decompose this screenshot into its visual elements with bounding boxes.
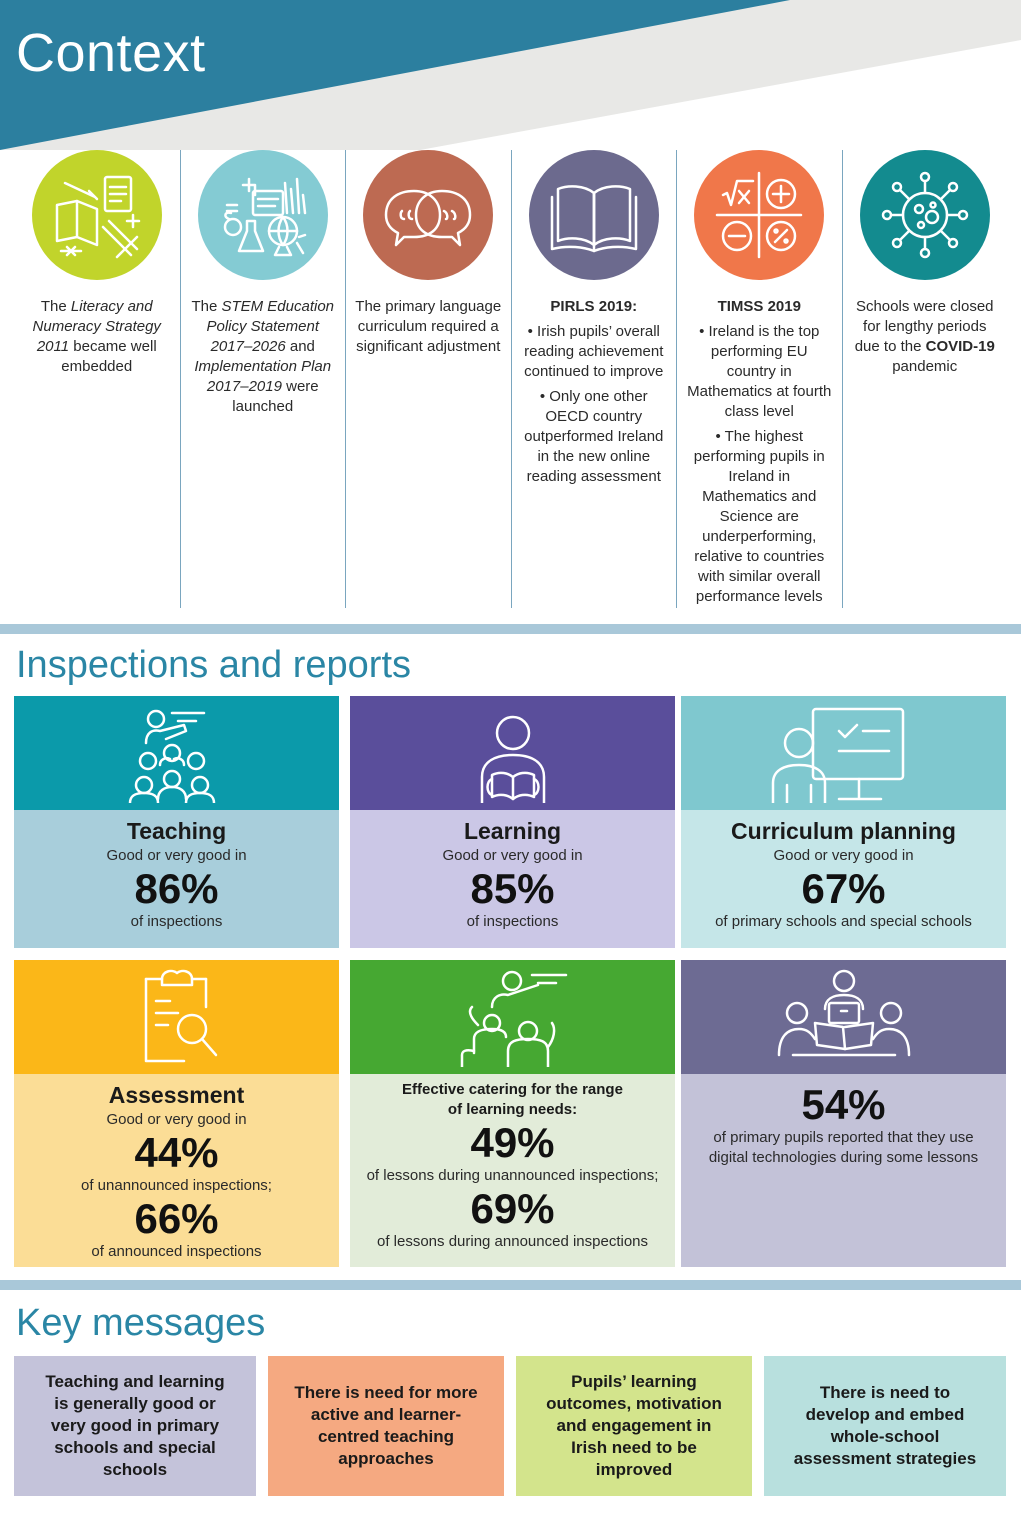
maths-symbols-icon [694,150,825,280]
pirls-heading: PIRLS 2019: [550,298,638,315]
catering-title-line2: of learning needs: [447,1101,578,1118]
learning-card-body: Learning Good or very good in 85% of ins… [350,810,675,932]
teaching-value: 86% [134,865,219,912]
learning-sub: Good or very good in [442,847,583,864]
pirls-bullet: • Only one other OECD country outperform… [524,388,664,485]
key-message-2: There is need for more active and learne… [268,1356,504,1496]
clipboard-magnifier-icon [144,969,217,1063]
context-text: TIMSS 2019 • Ireland is the top performi… [677,297,842,607]
context-covid: Schools were closed for lengthy periods … [841,150,1008,608]
section-divider [0,1280,1021,1290]
catering-card-header [350,960,675,1074]
header-background [0,0,1021,150]
teaching-title: Teaching [126,818,227,844]
context-text: PIRLS 2019: • Irish pupils’ overall read… [512,297,677,487]
classroom-teacher-icon [128,709,215,803]
curriculum-title: Curriculum planning [731,818,956,844]
catering-title-line1: Effective catering for the range [402,1081,623,1098]
stem-science-icon [197,150,328,280]
context-language: The primary language curriculum required… [345,150,511,608]
context-timss: TIMSS 2019 • Ireland is the top performi… [676,150,842,608]
timss-heading: TIMSS 2019 [717,298,801,315]
assessment-sub: Good or very good in [106,1111,247,1128]
group-devices-icon [777,969,910,1057]
catering-note-unannounced: of lessons during unannounced inspection… [366,1167,659,1184]
context-text: The STEM Education Policy Statement 2017… [191,298,335,415]
timss-bullet: • Ireland is the top performing EU count… [687,323,832,420]
key-messages-title: Key messages [16,1302,266,1344]
learning-value: 85% [470,865,555,912]
context-pirls: PIRLS 2019: • Irish pupils’ overall read… [510,150,677,608]
header-banner: Context [0,0,1021,150]
digital-card: 54% of primary pupils reported that they… [681,960,1006,1267]
key-message-4: There is need to develop and embed whole… [764,1356,1006,1496]
digital-value: 54% [801,1081,886,1128]
pirls-bullet: • Irish pupils’ overall reading achievem… [524,323,664,380]
curriculum-note: of primary schools and special schools [715,913,972,930]
assessment-value-announced: 66% [134,1195,219,1242]
teacher-pupils-icon [460,970,567,1067]
planning-computer-icon [771,707,904,803]
teaching-sub: Good or very good in [106,847,247,864]
digital-card-body: 54% of primary pupils reported that they… [681,1074,1006,1168]
teaching-card-header [14,696,339,810]
open-book-icon [528,150,659,280]
context-stem: The STEM Education Policy Statement 2017… [179,150,346,608]
catering-card: Effective catering for the range of lear… [350,960,675,1267]
speech-bubbles-icon [363,150,494,280]
catering-value-unannounced: 49% [470,1119,555,1166]
digital-card-header [681,960,1006,1074]
digital-note: of primary pupils reported that they use… [708,1129,979,1166]
context-columns: The Literacy and Numeracy Strategy 2011 … [14,150,1014,608]
teaching-card-body: Teaching Good or very good in 86% of ins… [14,810,339,932]
assessment-note-unannounced: of unannounced inspections; [81,1177,272,1194]
assessment-card-header [14,960,339,1074]
context-literacy: The Literacy and Numeracy Strategy 2011 … [14,150,180,608]
curriculum-card: Curriculum planning Good or very good in… [681,696,1006,948]
curriculum-card-header [681,696,1006,810]
assessment-value-unannounced: 44% [134,1129,219,1176]
curriculum-sub: Good or very good in [773,847,914,864]
inspections-title: Inspections and reports [16,644,412,686]
key-message-3: Pupils’ learning outcomes, motivation an… [516,1356,752,1496]
curriculum-value: 67% [801,865,886,912]
catering-card-body: Effective catering for the range of lear… [350,1074,675,1252]
assessment-title: Assessment [108,1082,245,1108]
assessment-card: Assessment Good or very good in 44% of u… [14,960,339,1267]
learning-title: Learning [463,818,562,844]
page-title: Context [16,23,206,83]
curriculum-card-body: Curriculum planning Good or very good in… [681,810,1006,932]
virus-icon [859,150,990,280]
learning-card: Learning Good or very good in 85% of ins… [350,696,675,948]
context-text: The Literacy and Numeracy Strategy 2011 … [32,298,161,375]
teaching-note: of inspections [130,913,223,930]
teaching-card: Teaching Good or very good in 86% of ins… [14,696,339,948]
catering-value-announced: 69% [470,1185,555,1232]
context-text: The primary language curriculum required… [355,298,502,355]
learning-card-header [350,696,675,810]
section-divider [0,624,1021,634]
reading-student-icon [480,715,545,803]
key-message-1: Teaching and learning is generally good … [14,1356,256,1496]
learning-note: of inspections [466,913,559,930]
timss-bullet: • The highest performing pupils in Irela… [693,428,825,605]
books-stationery-icon [31,150,162,280]
catering-note-announced: of lessons during announced inspections [376,1233,649,1250]
assessment-note-announced: of announced inspections [91,1243,262,1260]
assessment-card-body: Assessment Good or very good in 44% of u… [14,1074,339,1262]
context-text: Schools were closed for lengthy periods … [854,298,995,375]
